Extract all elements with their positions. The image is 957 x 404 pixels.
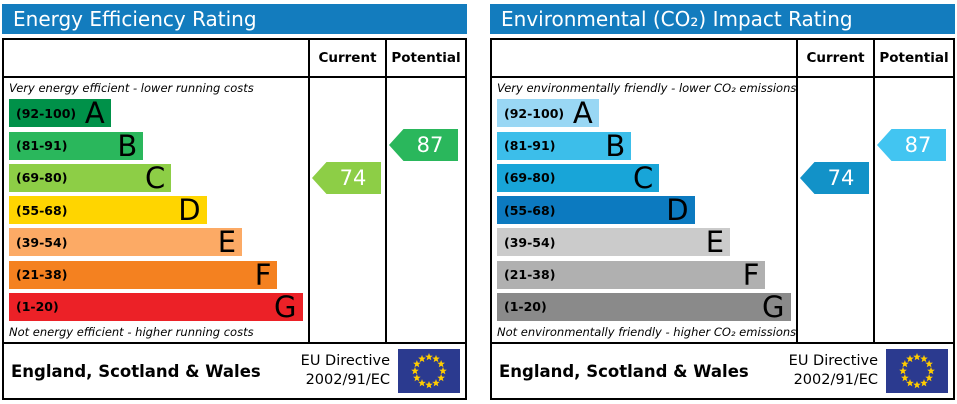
bottom-caption: Not environmentally friendly - higher CO… — [497, 325, 797, 339]
band-letter: A — [572, 96, 593, 131]
current-rating-arrow: 74 — [312, 162, 381, 194]
co2-impact-panel: Environmental (CO₂) Impact Rating Curren… — [490, 4, 955, 400]
band-row-f: (21-38) F — [9, 257, 278, 292]
region-label: England, Scotland & Wales — [499, 361, 749, 381]
potential-column-header: Potential — [875, 40, 953, 78]
eu-flag-icon — [886, 349, 948, 393]
band-row-e: (39-54) E — [9, 225, 243, 260]
band-letter: G — [762, 289, 785, 324]
band-range: (21-38) — [16, 267, 68, 282]
potential-rating-cell: 87 — [875, 78, 953, 342]
current-rating-cell: 74 — [798, 78, 875, 342]
band-letter: E — [705, 225, 725, 260]
band-row-b: (81-91) B — [9, 128, 144, 163]
current-rating-value: 74 — [827, 166, 855, 190]
band-letter: D — [666, 193, 689, 227]
band-range: (55-68) — [504, 202, 556, 218]
eu-flag-icon — [398, 349, 460, 393]
panel-footer: England, Scotland & Wales EU Directive 2… — [4, 342, 465, 398]
header-blank-cell — [4, 40, 310, 78]
band-row-a: (92-100) A — [9, 96, 111, 131]
band-row-g: (1-20) G — [9, 289, 303, 324]
band-range: (81-91) — [504, 138, 556, 153]
eu-directive-label: EU Directive 2002/91/EC — [300, 353, 390, 388]
rating-bands: Very environmentally friendly - lower CO… — [492, 78, 798, 342]
band-letter: A — [84, 96, 105, 131]
band-letter: F — [254, 257, 272, 292]
co2-rating-title: Environmental (CO₂) Impact Rating — [490, 4, 955, 34]
energy-rating-table: Current Potential Very energy efficient … — [2, 38, 467, 400]
panel-footer: England, Scotland & Wales EU Directive 2… — [492, 342, 953, 398]
band-letter: B — [117, 128, 138, 163]
band-letter: F — [742, 257, 760, 292]
band-row-c: (69-80) C — [9, 160, 172, 195]
potential-rating-arrow: 87 — [389, 129, 458, 161]
band-row-c: (69-80) C — [497, 160, 660, 195]
band-letter: C — [633, 160, 654, 195]
band-row-e: (39-54) E — [497, 225, 731, 260]
current-column-header: Current — [310, 40, 387, 78]
potential-rating-value: 87 — [416, 133, 444, 157]
potential-rating-value: 87 — [904, 133, 932, 157]
current-column-header: Current — [798, 40, 875, 78]
band-row-d: (55-68) D — [9, 193, 207, 227]
band-range: (39-54) — [16, 234, 68, 250]
potential-rating-arrow: 87 — [877, 129, 946, 161]
eu-directive-label: EU Directive 2002/91/EC — [788, 353, 878, 388]
band-range: (1-20) — [504, 299, 547, 315]
band-row-a: (92-100) A — [497, 96, 599, 131]
band-range: (81-91) — [16, 138, 68, 153]
band-range: (39-54) — [504, 234, 556, 250]
band-range: (92-100) — [504, 105, 565, 121]
current-rating-arrow: 74 — [800, 162, 869, 194]
rating-bands: Very energy efficient - lower running co… — [4, 78, 310, 342]
band-range: (69-80) — [16, 170, 68, 186]
band-range: (92-100) — [16, 105, 77, 121]
band-letter: D — [178, 193, 201, 227]
header-blank-cell — [492, 40, 798, 78]
co2-rating-table: Current Potential Very environmentally f… — [490, 38, 955, 400]
energy-efficiency-panel: Energy Efficiency Rating Current Potenti… — [2, 4, 467, 400]
current-rating-value: 74 — [339, 166, 367, 190]
band-range: (69-80) — [504, 170, 556, 186]
band-row-d: (55-68) D — [497, 193, 695, 227]
band-range: (55-68) — [16, 202, 68, 218]
band-letter: B — [605, 128, 626, 163]
band-letter: G — [274, 289, 297, 324]
top-caption: Very environmentally friendly - lower CO… — [497, 81, 797, 95]
region-label: England, Scotland & Wales — [11, 361, 261, 381]
top-caption: Very energy efficient - lower running co… — [9, 81, 254, 95]
band-range: (21-38) — [504, 267, 556, 282]
band-letter: E — [217, 225, 237, 260]
band-row-b: (81-91) B — [497, 128, 632, 163]
current-rating-cell: 74 — [310, 78, 387, 342]
potential-column-header: Potential — [387, 40, 465, 78]
potential-rating-cell: 87 — [387, 78, 465, 342]
energy-rating-title: Energy Efficiency Rating — [2, 4, 467, 34]
bottom-caption: Not energy efficient - higher running co… — [9, 325, 254, 339]
band-letter: C — [145, 160, 166, 195]
band-range: (1-20) — [16, 299, 59, 315]
band-row-g: (1-20) G — [497, 289, 791, 324]
band-row-f: (21-38) F — [497, 257, 766, 292]
